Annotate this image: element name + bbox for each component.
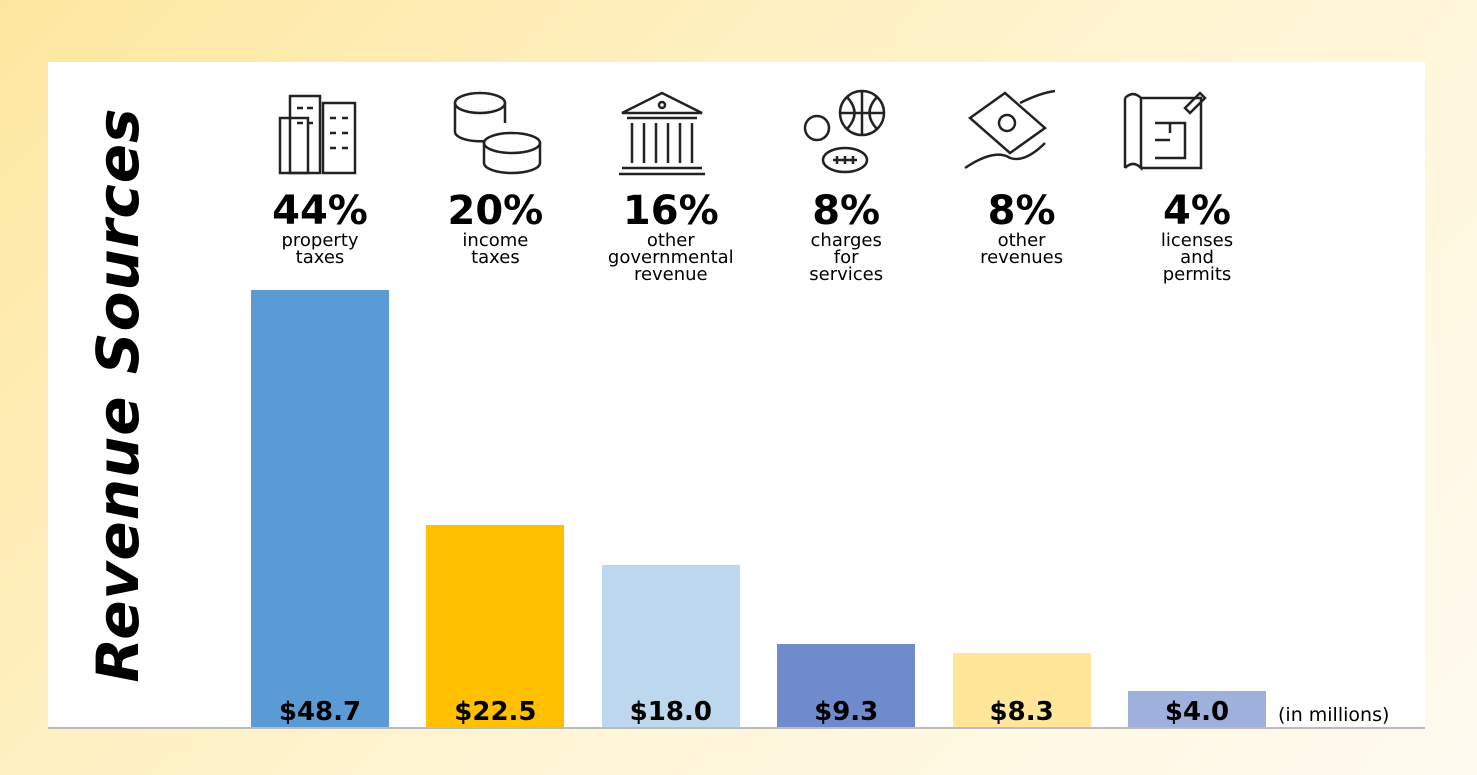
category-label: other revenues bbox=[980, 230, 1064, 268]
share-label: 20% bbox=[447, 188, 544, 234]
icon-blueprint bbox=[1123, 91, 1207, 172]
icon-coins bbox=[453, 91, 542, 175]
icon-buildings bbox=[278, 94, 357, 175]
chart-title: Revenue Sources bbox=[84, 107, 152, 683]
value-label: $9.3 bbox=[814, 697, 879, 727]
category-label: income taxes bbox=[462, 230, 529, 268]
bar bbox=[952, 652, 1091, 727]
value-label: $8.3 bbox=[989, 697, 1054, 727]
share-label: 16% bbox=[622, 188, 719, 234]
icon-government bbox=[619, 91, 705, 176]
category-label: property taxes bbox=[281, 230, 359, 268]
bar bbox=[777, 643, 916, 727]
icon-money bbox=[964, 89, 1056, 170]
bar bbox=[251, 290, 389, 727]
bar bbox=[601, 565, 740, 727]
unit-note: (in millions) bbox=[1278, 704, 1390, 726]
value-label: $48.7 bbox=[278, 697, 362, 727]
bar bbox=[426, 525, 565, 727]
category-label: charges for services bbox=[809, 230, 884, 285]
bar bbox=[1128, 691, 1266, 727]
icon-sports bbox=[803, 89, 886, 174]
share-label: 44% bbox=[272, 188, 368, 234]
share-label: 8% bbox=[812, 188, 881, 234]
share-label: 8% bbox=[987, 188, 1056, 234]
category-label: licenses and permits bbox=[1160, 230, 1234, 285]
share-label: 4% bbox=[1163, 188, 1231, 234]
category-label: other governmental revenue bbox=[607, 230, 734, 285]
value-label: $22.5 bbox=[454, 697, 537, 727]
value-label: $18.0 bbox=[629, 697, 712, 727]
value-label: $4.0 bbox=[1164, 697, 1230, 727]
